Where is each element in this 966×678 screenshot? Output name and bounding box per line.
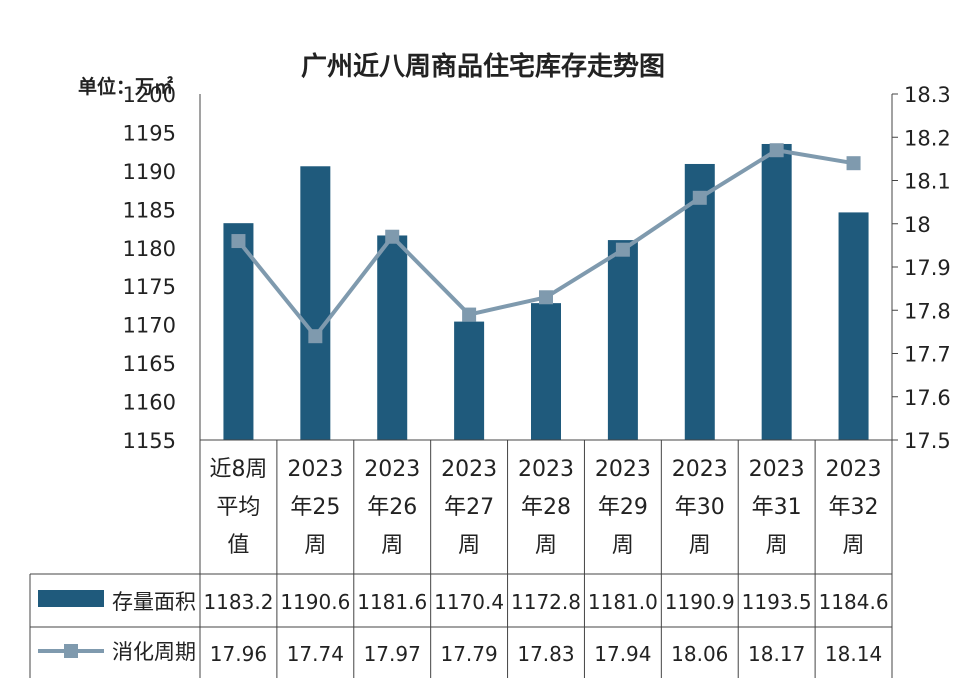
x-axis-category-label: 平均 bbox=[216, 495, 260, 520]
x-axis-category-label: 年25 bbox=[290, 495, 340, 520]
left-axis-tick-label: 1175 bbox=[123, 275, 176, 299]
left-axis-tick-label: 1190 bbox=[123, 160, 176, 184]
x-axis-category-label: 周 bbox=[689, 533, 711, 558]
table-value-storage-area: 1183.2 bbox=[203, 590, 273, 614]
x-axis-category-label: 2023 bbox=[749, 457, 805, 482]
x-axis-category-label: 2023 bbox=[441, 457, 497, 482]
bar-storage-area bbox=[607, 240, 638, 440]
x-axis-category-label: 2023 bbox=[672, 457, 728, 482]
right-axis-tick-label: 17.6 bbox=[904, 386, 951, 410]
right-axis-tick-label: 17.9 bbox=[904, 256, 951, 280]
table-value-absorption-cycle: 17.97 bbox=[364, 642, 421, 666]
table-value-absorption-cycle: 17.94 bbox=[594, 642, 651, 666]
right-axis-tick-label: 18 bbox=[904, 213, 931, 237]
table-value-storage-area: 1172.8 bbox=[511, 590, 581, 614]
left-axis-tick-label: 1180 bbox=[123, 237, 176, 261]
line-marker-absorption-cycle bbox=[846, 156, 861, 171]
line-marker-absorption-cycle bbox=[385, 229, 400, 244]
right-axis-tick-label: 18.3 bbox=[904, 83, 951, 107]
right-axis-tick-label: 18.1 bbox=[904, 170, 951, 194]
bar-storage-area bbox=[684, 163, 715, 441]
bar-storage-area bbox=[531, 303, 561, 440]
table-value-absorption-cycle: 18.17 bbox=[748, 642, 805, 666]
x-axis-category-label: 周 bbox=[766, 533, 788, 558]
x-axis-category-label: 年26 bbox=[367, 495, 417, 520]
table-value-storage-area: 1181.6 bbox=[357, 590, 427, 614]
line-marker-absorption-cycle bbox=[692, 190, 707, 205]
x-axis-category-label: 2023 bbox=[518, 457, 574, 482]
x-axis-category-label: 年32 bbox=[829, 495, 879, 520]
right-axis-tick-label: 17.8 bbox=[904, 299, 951, 323]
x-axis-category-label: 年27 bbox=[444, 495, 494, 520]
left-axis-tick-label: 1155 bbox=[123, 429, 176, 453]
table-value-storage-area: 1181.0 bbox=[588, 590, 658, 614]
bar-storage-area bbox=[300, 166, 331, 440]
x-axis-category-label: 周 bbox=[535, 533, 557, 558]
bar-storage-area bbox=[454, 321, 485, 440]
x-axis-category-label: 周 bbox=[458, 533, 480, 558]
unit-label: 单位：万㎡ bbox=[78, 76, 174, 98]
table-value-storage-area: 1193.5 bbox=[742, 590, 812, 614]
line-marker-absorption-cycle bbox=[615, 242, 630, 257]
x-axis-category-label: 近8周 bbox=[209, 457, 267, 482]
chart-title: 广州近八周商品住宅库存走势图 bbox=[300, 52, 665, 82]
table-value-absorption-cycle: 17.79 bbox=[440, 642, 497, 666]
bar-storage-area bbox=[838, 212, 869, 440]
x-axis-category-label: 2023 bbox=[287, 457, 343, 482]
x-axis-category-label: 年29 bbox=[598, 495, 648, 520]
table-value-storage-area: 1170.4 bbox=[434, 590, 504, 614]
x-axis-category-label: 年31 bbox=[752, 495, 802, 520]
line-marker-absorption-cycle bbox=[769, 143, 784, 158]
left-axis-tick-label: 1165 bbox=[123, 352, 176, 376]
left-axis-tick-label: 1200 bbox=[123, 83, 176, 107]
left-axis-tick-label: 1170 bbox=[123, 314, 176, 338]
legend-marker-absorption-cycle bbox=[64, 644, 78, 658]
left-axis-tick-label: 1185 bbox=[123, 198, 176, 222]
right-axis-tick-label: 17.7 bbox=[904, 343, 951, 367]
legend-swatch-storage-area bbox=[38, 590, 104, 607]
x-axis-category-label: 2023 bbox=[364, 457, 420, 482]
line-marker-absorption-cycle bbox=[539, 290, 553, 305]
table-value-storage-area: 1184.6 bbox=[819, 590, 889, 614]
bar-storage-area bbox=[223, 223, 254, 440]
table-value-absorption-cycle: 17.74 bbox=[287, 642, 344, 666]
line-marker-absorption-cycle bbox=[462, 307, 477, 322]
table-value-storage-area: 1190.9 bbox=[665, 590, 735, 614]
bar-storage-area bbox=[377, 235, 408, 440]
x-axis-category-label: 年28 bbox=[521, 495, 571, 520]
x-axis-category-label: 2023 bbox=[595, 457, 651, 482]
table-value-storage-area: 1190.6 bbox=[280, 590, 350, 614]
x-axis-category-label: 周 bbox=[304, 533, 326, 558]
table-value-absorption-cycle: 17.83 bbox=[517, 642, 574, 666]
right-axis-tick-label: 17.5 bbox=[904, 429, 951, 453]
x-axis-category-label: 周 bbox=[381, 533, 403, 558]
table-value-absorption-cycle: 17.96 bbox=[210, 642, 267, 666]
line-marker-absorption-cycle bbox=[231, 234, 246, 249]
x-axis-category-label: 周 bbox=[612, 533, 634, 558]
right-axis-tick-label: 18.2 bbox=[904, 126, 951, 150]
legend-label-storage-area: 存量面积 bbox=[112, 590, 196, 614]
x-axis-category-label: 周 bbox=[843, 533, 865, 558]
table-value-absorption-cycle: 18.14 bbox=[825, 642, 882, 666]
legend-label-absorption-cycle: 消化周期 bbox=[112, 640, 196, 664]
x-axis-category-label: 值 bbox=[227, 533, 249, 558]
bar-storage-area bbox=[761, 143, 792, 440]
line-marker-absorption-cycle bbox=[308, 329, 323, 344]
x-axis-category-label: 2023 bbox=[826, 457, 882, 482]
x-axis-category-label: 年30 bbox=[675, 495, 725, 520]
table-value-absorption-cycle: 18.06 bbox=[671, 642, 728, 666]
left-axis-tick-label: 1160 bbox=[123, 391, 176, 415]
left-axis-tick-label: 1195 bbox=[123, 121, 176, 145]
